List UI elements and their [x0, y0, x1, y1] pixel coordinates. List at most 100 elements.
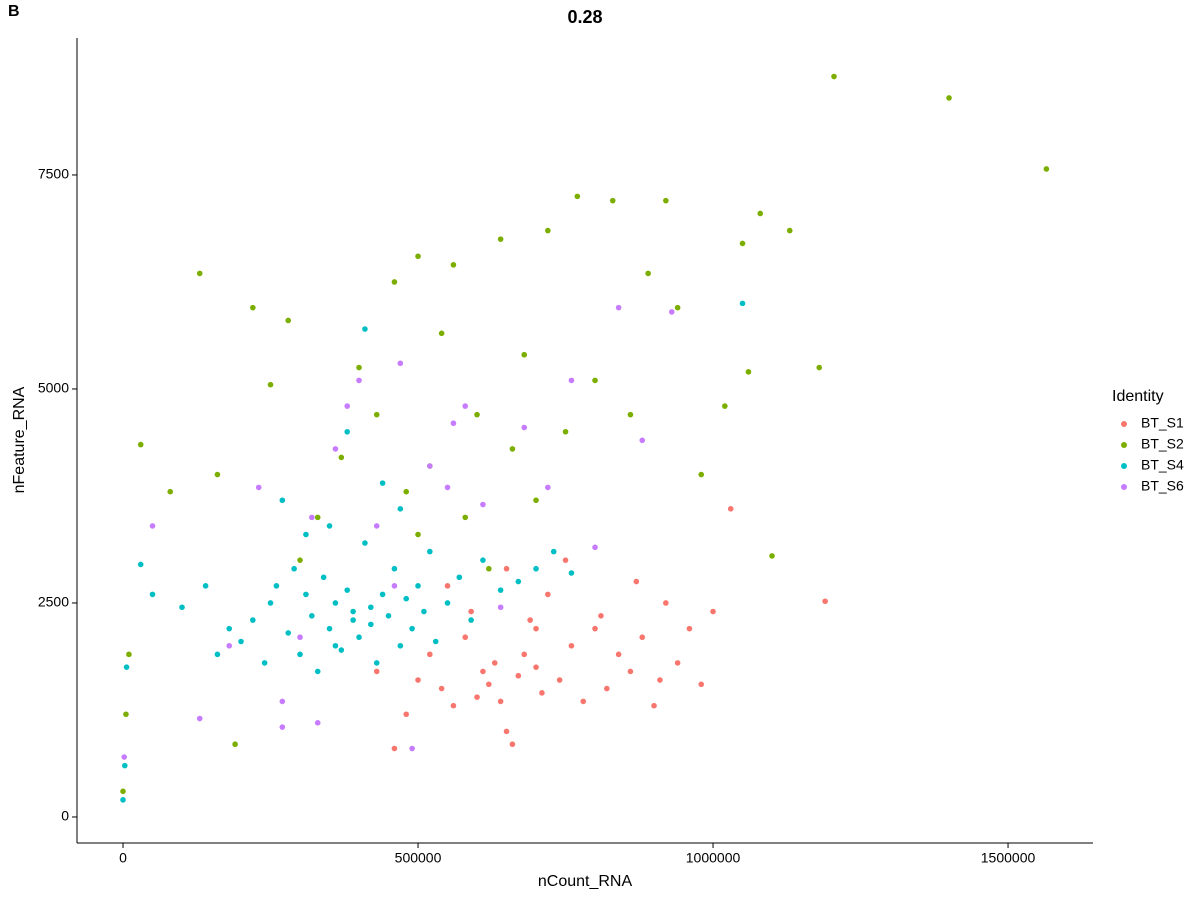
point	[657, 677, 663, 683]
legend-swatch	[1121, 442, 1127, 448]
point	[309, 613, 315, 619]
point	[539, 690, 545, 696]
point	[456, 574, 463, 581]
point	[639, 437, 646, 444]
point	[698, 471, 705, 478]
point	[645, 270, 651, 277]
point	[698, 681, 705, 688]
point	[121, 762, 128, 769]
point	[633, 578, 640, 585]
y-tick-label: 5000	[38, 380, 69, 396]
point	[356, 377, 362, 384]
point	[403, 711, 410, 718]
point	[450, 420, 457, 427]
point	[503, 565, 510, 572]
point	[592, 625, 598, 632]
point	[533, 625, 539, 632]
point	[202, 583, 209, 589]
point	[438, 685, 445, 692]
point	[415, 677, 421, 683]
point	[497, 236, 504, 242]
point	[255, 484, 262, 491]
point	[757, 210, 764, 217]
point	[946, 95, 952, 101]
point	[831, 73, 837, 80]
point	[267, 381, 274, 388]
point	[344, 403, 351, 409]
point	[415, 253, 421, 260]
point	[373, 411, 380, 418]
point	[267, 600, 274, 606]
point	[373, 660, 380, 666]
point	[379, 591, 386, 598]
point	[368, 621, 374, 628]
point	[391, 565, 398, 572]
legend-swatch	[1121, 463, 1127, 469]
point	[123, 664, 130, 670]
y-axis-label: nFeature_RNA	[11, 386, 28, 493]
point	[415, 583, 421, 589]
legend-label: BT_S6	[1141, 478, 1184, 494]
y-tick-label: 2500	[38, 594, 69, 610]
point	[427, 463, 433, 469]
point	[468, 608, 474, 615]
point	[297, 651, 303, 658]
point	[397, 642, 404, 649]
legend-swatch	[1121, 484, 1127, 490]
point	[474, 411, 480, 418]
point	[314, 668, 321, 675]
point	[497, 587, 504, 593]
point	[226, 625, 233, 632]
point	[409, 625, 415, 632]
point	[196, 270, 203, 277]
point	[356, 364, 362, 371]
legend-swatch	[1121, 421, 1127, 427]
point	[344, 587, 351, 593]
point	[409, 745, 415, 752]
point	[432, 638, 439, 645]
point	[627, 668, 634, 675]
point	[332, 446, 339, 452]
point	[722, 403, 728, 409]
point	[527, 617, 533, 623]
point	[123, 711, 129, 718]
point	[480, 668, 486, 675]
point	[326, 625, 333, 632]
point	[663, 600, 669, 606]
point	[480, 557, 486, 563]
point	[615, 304, 622, 311]
point	[397, 360, 404, 367]
y-tick-label: 0	[61, 808, 69, 824]
point	[391, 745, 398, 752]
point	[710, 608, 716, 615]
point	[568, 642, 575, 649]
point	[615, 651, 622, 658]
point	[739, 240, 746, 247]
point	[373, 523, 380, 529]
point	[362, 540, 368, 546]
panel-tag: B	[8, 3, 20, 20]
point	[126, 651, 132, 658]
point	[226, 642, 233, 649]
x-axis-label: nCount_RNA	[538, 873, 633, 890]
point	[562, 557, 569, 563]
point	[332, 642, 339, 649]
point	[368, 604, 374, 611]
point	[556, 677, 563, 683]
point	[279, 497, 286, 504]
point	[338, 454, 345, 461]
point	[338, 647, 345, 653]
point	[509, 446, 516, 452]
point	[497, 604, 504, 611]
point	[822, 598, 828, 605]
point	[344, 428, 351, 435]
point	[568, 570, 575, 576]
point	[639, 634, 646, 641]
legend-label: BT_S2	[1141, 436, 1184, 452]
point	[486, 681, 492, 688]
point	[468, 617, 474, 623]
point	[356, 634, 362, 641]
point	[314, 514, 321, 521]
point	[273, 583, 280, 589]
point	[326, 523, 333, 529]
